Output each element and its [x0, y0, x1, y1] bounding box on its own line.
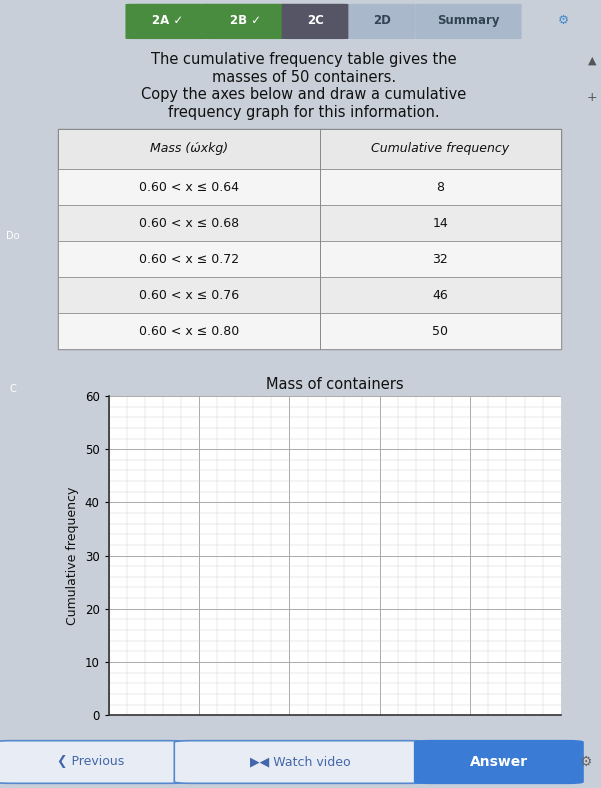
Bar	[58, 128, 561, 349]
Text: 8: 8	[436, 180, 444, 194]
Text: ⚙: ⚙	[558, 13, 569, 27]
Text: ▶◀ Watch video: ▶◀ Watch video	[250, 756, 351, 768]
FancyBboxPatch shape	[416, 4, 522, 39]
Text: ⚙: ⚙	[580, 755, 592, 769]
Text: 0.60 < x ≤ 0.76: 0.60 < x ≤ 0.76	[139, 289, 239, 302]
Bar	[58, 205, 561, 241]
Text: ❮ Previous: ❮ Previous	[56, 756, 124, 768]
Text: 46: 46	[432, 289, 448, 302]
Text: 2A ✓: 2A ✓	[151, 13, 183, 27]
FancyBboxPatch shape	[415, 741, 583, 783]
Text: Do: Do	[6, 232, 19, 241]
FancyBboxPatch shape	[204, 4, 287, 39]
Text: Cumulative frequency: Cumulative frequency	[371, 143, 509, 155]
Text: 2D: 2D	[373, 13, 391, 27]
Bar	[58, 241, 561, 277]
Text: 0.60 < x ≤ 0.68: 0.60 < x ≤ 0.68	[139, 217, 239, 229]
Text: Answer: Answer	[470, 755, 528, 769]
Text: Copy the axes below and draw a cumulative
frequency graph for this information.: Copy the axes below and draw a cumulativ…	[141, 87, 466, 120]
Text: 32: 32	[432, 253, 448, 266]
Y-axis label: Cumulative frequency: Cumulative frequency	[66, 486, 79, 625]
FancyBboxPatch shape	[282, 4, 349, 39]
Text: 0.60 < x ≤ 0.72: 0.60 < x ≤ 0.72	[139, 253, 239, 266]
Text: The cumulative frequency table gives the
masses of 50 containers.: The cumulative frequency table gives the…	[151, 53, 457, 85]
Text: 50: 50	[432, 325, 448, 338]
Text: 0.60 < x ≤ 0.80: 0.60 < x ≤ 0.80	[139, 325, 239, 338]
Text: Mass (ώxkg): Mass (ώxkg)	[150, 143, 228, 155]
Text: 14: 14	[432, 217, 448, 229]
FancyBboxPatch shape	[126, 4, 209, 39]
Bar	[58, 314, 561, 349]
Text: +: +	[587, 91, 597, 103]
Title: Mass of containers: Mass of containers	[266, 377, 403, 392]
FancyBboxPatch shape	[349, 4, 416, 39]
Bar	[58, 277, 561, 314]
Text: ▲: ▲	[588, 56, 596, 66]
FancyBboxPatch shape	[0, 741, 186, 783]
Bar	[58, 169, 561, 205]
Bar	[58, 128, 561, 169]
Text: 0.60 < x ≤ 0.64: 0.60 < x ≤ 0.64	[139, 180, 239, 194]
Text: Summary: Summary	[438, 13, 500, 27]
FancyBboxPatch shape	[174, 741, 427, 783]
Text: 2B ✓: 2B ✓	[230, 13, 261, 27]
Text: C: C	[9, 384, 16, 394]
Text: 2C: 2C	[307, 13, 323, 27]
